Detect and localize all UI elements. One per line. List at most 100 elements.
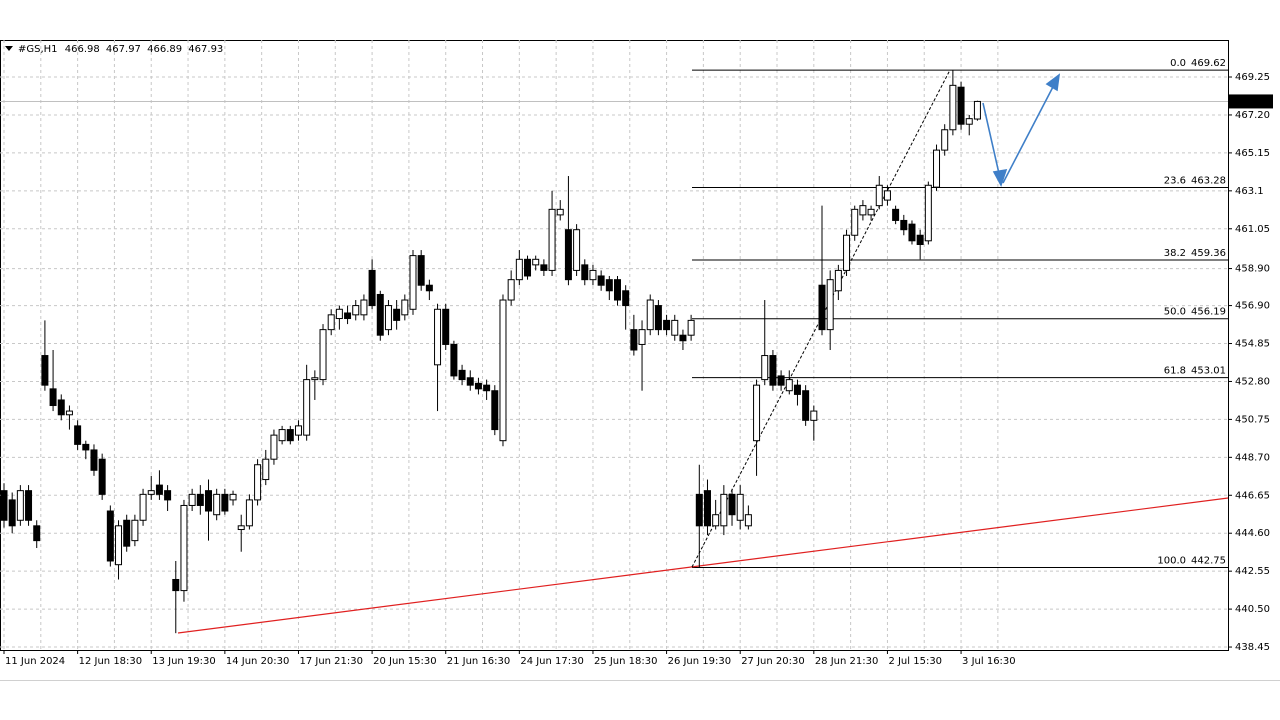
candle-body	[147, 490, 155, 495]
candle-body	[548, 208, 556, 271]
candle-body	[802, 390, 810, 421]
candle-body	[834, 269, 842, 292]
candle-body	[630, 329, 638, 351]
candle-body	[188, 493, 196, 506]
y-tick-label: 458.90	[1235, 264, 1270, 275]
y-tick-label: 463.1	[1235, 186, 1264, 197]
candle-body	[687, 319, 695, 336]
candle-body	[826, 279, 834, 331]
last-close: 467.93	[188, 44, 223, 55]
y-tick-label: 454.85	[1235, 339, 1270, 350]
candle-body	[777, 375, 785, 386]
candle-body	[589, 269, 597, 281]
candle-body	[949, 84, 957, 131]
menu-marker	[5, 46, 13, 51]
candle-body	[793, 384, 801, 395]
candle-body	[115, 525, 123, 566]
x-tick-label: 13 Jun 19:30	[152, 656, 216, 667]
y-tick-label: 452.80	[1235, 376, 1270, 387]
fib-price-label: 456.19	[1191, 307, 1226, 318]
candle-body	[245, 499, 253, 527]
candle-body	[728, 493, 736, 516]
candle-body	[524, 258, 532, 277]
candle-body	[294, 425, 302, 436]
x-tick-label: 28 Jun 21:30	[815, 656, 879, 667]
candle-body	[0, 490, 8, 521]
candle-body	[74, 425, 82, 445]
y-tick-label: 448.70	[1235, 452, 1270, 463]
candle-body	[164, 490, 172, 501]
candle-body	[450, 343, 458, 377]
candle-body	[90, 449, 98, 471]
fib-level-label: 100.0	[1157, 555, 1186, 566]
candle-body	[106, 510, 114, 562]
candle-body	[65, 410, 73, 416]
candle-body	[483, 384, 491, 392]
x-tick-label: 17 Jun 21:30	[299, 656, 363, 667]
x-tick-label: 21 Jun 16:30	[447, 656, 511, 667]
candle-body	[196, 493, 204, 506]
candle-body	[16, 490, 24, 521]
candle-body	[785, 379, 793, 392]
candle-body	[924, 184, 932, 242]
candle-body	[753, 384, 761, 442]
candle-body	[155, 484, 163, 495]
x-tick-label: 14 Jun 20:30	[226, 656, 290, 667]
arrow-head	[992, 168, 1008, 188]
candle-body	[237, 525, 245, 531]
bid-marker	[1229, 94, 1273, 109]
x-tick-label: 26 Jun 19:30	[668, 656, 732, 667]
candle-body	[638, 329, 646, 345]
candle-body	[703, 490, 711, 527]
candle-body	[466, 377, 474, 386]
y-tick-label: 444.60	[1235, 528, 1270, 539]
candle-body	[851, 208, 859, 236]
candle-body	[605, 279, 613, 292]
y-tick-label: 446.65	[1235, 490, 1270, 501]
y-tick-label: 442.55	[1235, 566, 1270, 577]
candle-body	[744, 514, 752, 527]
last-open: 466.98	[65, 44, 100, 55]
candle-body	[769, 355, 777, 386]
candle-body	[131, 519, 139, 542]
fib-price-label: 463.28	[1191, 176, 1226, 187]
fib-level-label: 23.6	[1164, 176, 1186, 187]
x-tick-label: 2 Jul 15:30	[888, 656, 942, 667]
candle-body	[679, 334, 687, 342]
arrow-head	[1045, 73, 1061, 92]
candle-body	[360, 299, 368, 316]
candle-body	[213, 493, 221, 516]
candle-body	[229, 493, 237, 501]
candle-body	[720, 493, 728, 527]
candle-body	[892, 208, 900, 221]
candle-body	[491, 390, 499, 431]
candle-body	[671, 319, 679, 336]
candle-body	[900, 219, 908, 231]
y-tick-label: 467.20	[1235, 110, 1270, 121]
fib-level-label: 61.8	[1164, 366, 1186, 377]
last-low: 466.89	[147, 44, 182, 55]
candle-body	[883, 190, 891, 201]
candle-body	[736, 493, 744, 521]
candle-body	[57, 399, 65, 416]
y-tick-label: 450.75	[1235, 414, 1270, 425]
candle-body	[434, 308, 442, 366]
candle-body	[270, 434, 278, 460]
candle-body	[262, 458, 270, 481]
candle-body	[458, 369, 466, 381]
candle-body	[556, 208, 564, 216]
fib-price-label: 453.01	[1191, 366, 1226, 377]
candle-body	[532, 258, 540, 266]
candle-body	[573, 229, 581, 271]
fib-level-label: 50.0	[1164, 307, 1186, 318]
candle-body	[8, 499, 16, 527]
y-tick-label: 469.25	[1235, 72, 1270, 83]
candle-body	[254, 464, 262, 501]
candle-body	[965, 118, 973, 125]
candle-body	[867, 208, 875, 216]
candle-body	[393, 308, 401, 321]
candle-body	[41, 355, 49, 386]
candle-body	[344, 312, 352, 320]
last-high: 467.97	[106, 44, 141, 55]
